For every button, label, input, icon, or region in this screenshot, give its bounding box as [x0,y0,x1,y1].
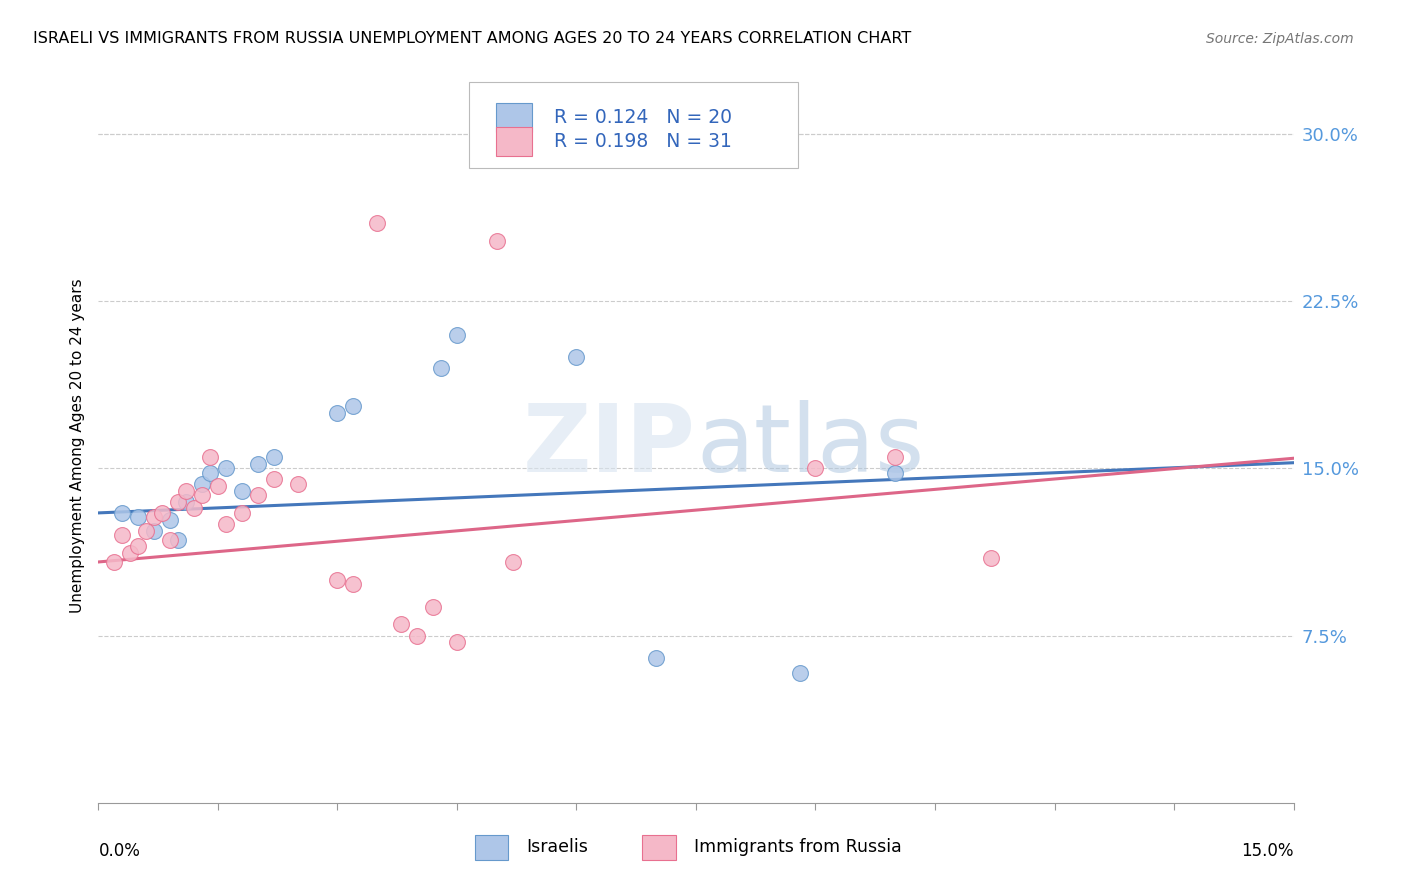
Text: atlas: atlas [696,400,924,492]
Point [287,476,309,491]
Point [430,360,453,375]
Text: Israelis: Israelis [526,838,588,856]
Point [884,450,907,464]
Point [246,488,269,502]
Text: ISRAELI VS IMMIGRANTS FROM RUSSIA UNEMPLOYMENT AMONG AGES 20 TO 24 YEARS CORRELA: ISRAELI VS IMMIGRANTS FROM RUSSIA UNEMPL… [32,31,911,46]
Point [263,450,285,464]
Point [174,483,197,498]
Point [127,539,149,553]
FancyBboxPatch shape [496,103,533,132]
Point [150,506,173,520]
Point [246,457,269,471]
Y-axis label: Unemployment Among Ages 20 to 24 years: Unemployment Among Ages 20 to 24 years [69,278,84,614]
Point [231,483,253,498]
Point [263,473,285,487]
Point [191,476,214,491]
Point [231,506,253,520]
Point [389,617,412,632]
Text: 0.0%: 0.0% [98,842,141,860]
Point [159,533,181,547]
Text: 15.0%: 15.0% [1241,842,1294,860]
Text: Immigrants from Russia: Immigrants from Russia [693,838,901,856]
Point [326,405,349,419]
Point [191,488,214,502]
Point [103,555,125,569]
FancyBboxPatch shape [496,127,533,155]
Point [198,466,221,480]
Point [167,533,190,547]
Text: Source: ZipAtlas.com: Source: ZipAtlas.com [1206,32,1354,46]
Point [135,524,157,538]
Point [167,494,190,508]
Point [502,555,524,569]
Point [143,524,166,538]
Text: ZIP: ZIP [523,400,696,492]
Point [207,479,229,493]
Point [215,516,238,531]
FancyBboxPatch shape [643,835,676,860]
Point [143,510,166,524]
Point [183,501,205,516]
Text: R = 0.124   N = 20: R = 0.124 N = 20 [554,108,731,128]
Point [789,666,811,681]
Point [804,461,827,475]
Point [342,577,364,591]
Point [174,494,197,508]
Point [980,550,1002,565]
Point [406,628,429,642]
Point [645,651,668,665]
Point [111,506,134,520]
Point [422,599,444,614]
Text: R = 0.198   N = 31: R = 0.198 N = 31 [554,132,731,151]
Point [884,466,907,480]
Point [565,350,588,364]
Point [485,234,508,248]
Point [215,461,238,475]
FancyBboxPatch shape [470,82,797,168]
Point [366,216,388,230]
FancyBboxPatch shape [475,835,509,860]
Point [127,510,149,524]
Point [446,635,468,649]
Point [159,512,181,526]
Point [446,327,468,342]
Point [198,450,221,464]
Point [120,546,142,560]
Point [342,399,364,413]
Point [111,528,134,542]
Point [326,573,349,587]
